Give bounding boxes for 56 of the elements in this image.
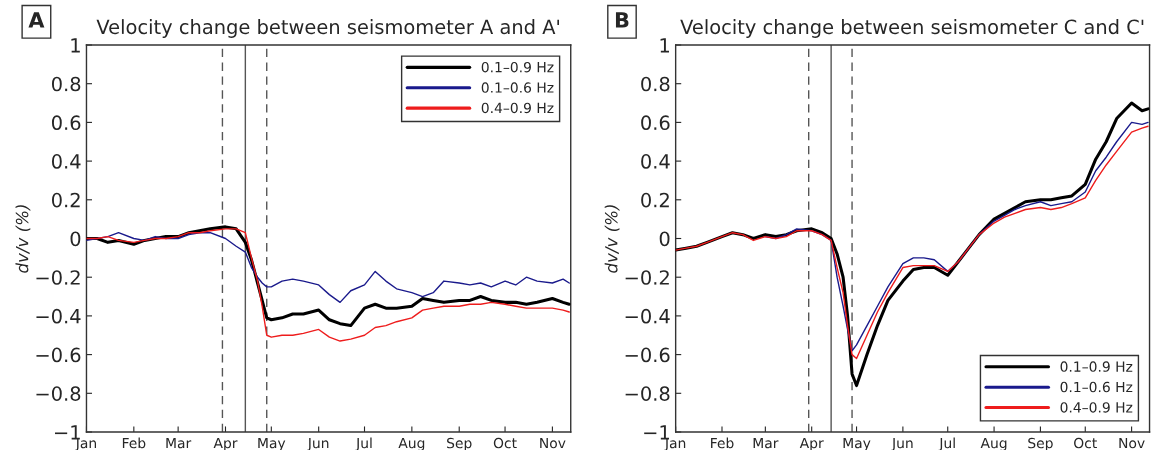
legend-label: 0.1–0.9 Hz — [481, 61, 554, 73]
y-tick-label: −0.2 — [625, 270, 669, 285]
y-tick-label: 1 — [660, 38, 669, 53]
x-tick-label: Oct — [493, 437, 517, 449]
y-tick-label: 0 — [659, 231, 670, 247]
legend-label: 0.4–0.9 Hz — [481, 102, 554, 114]
legend-label: 0.1–0.6 Hz — [481, 82, 554, 93]
y-axis-title: dv/v (%) — [604, 205, 620, 273]
y-tick-label: −0.4 — [36, 308, 81, 324]
x-tick-label: Jul — [938, 437, 955, 450]
x-tick-label: Feb — [122, 437, 146, 449]
x-tick-label: May — [843, 437, 871, 450]
y-tick-label: −0.8 — [36, 386, 81, 401]
x-tick-label: Mar — [166, 437, 192, 449]
legend-label: 0.1–0.6 Hz — [1060, 381, 1133, 393]
x-tick-label: Sep — [447, 437, 472, 450]
y-tick-label: −0.8 — [625, 386, 670, 401]
y-tick-label: −0.4 — [625, 308, 670, 324]
y-axis-title: dv/v (%) — [15, 205, 31, 273]
chart-title: Velocity change between seismometer C and C' — [680, 19, 1144, 38]
x-tick-label: Mar — [753, 437, 779, 449]
text: B — [615, 12, 629, 28]
x-tick-label: Jun — [307, 437, 329, 450]
y-tick-label: 0.4 — [641, 154, 670, 169]
y-tick-label: 0.6 — [51, 115, 81, 131]
y-tick-label: 0.8 — [641, 76, 670, 92]
y-tick-label: −0.2 — [36, 270, 80, 285]
y-tick-label: −0.6 — [625, 347, 670, 363]
text: A — [28, 12, 45, 28]
legend-label: 0.4–0.9 Hz — [1060, 402, 1133, 413]
x-tick-label: Apr — [799, 437, 824, 450]
x-tick-label: Oct — [1074, 437, 1097, 449]
x-tick-label: Nov — [540, 437, 566, 449]
y-tick-label: 0.8 — [51, 76, 81, 92]
y-tick-label: 0.2 — [641, 192, 669, 208]
x-tick-label: Jun — [891, 437, 913, 450]
x-tick-label: Aug — [980, 437, 1007, 450]
y-tick-label: −1 — [55, 425, 80, 440]
y-tick-label: 0 — [70, 231, 81, 247]
y-tick-label: 0.2 — [51, 192, 80, 208]
chart-title: Velocity change between seismometer A and A' — [96, 19, 559, 38]
y-tick-label: −0.6 — [36, 347, 81, 363]
x-tick-label: Feb — [711, 437, 734, 449]
x-tick-label: Sep — [1028, 437, 1053, 450]
x-tick-label: Aug — [398, 437, 425, 450]
legend-label: 0.1–0.9 Hz — [1060, 361, 1133, 372]
y-tick-label: −1 — [644, 425, 669, 440]
x-tick-label: May — [258, 437, 286, 450]
y-tick-label: 0.4 — [51, 154, 81, 169]
x-tick-label: Apr — [213, 437, 238, 450]
line-series — [86, 232, 570, 304]
y-tick-label: 0.6 — [641, 115, 670, 131]
x-tick-label: Nov — [1119, 437, 1145, 449]
line-series — [675, 125, 1149, 360]
y-tick-label: 1 — [71, 38, 80, 53]
x-tick-label: Jul — [355, 437, 372, 450]
